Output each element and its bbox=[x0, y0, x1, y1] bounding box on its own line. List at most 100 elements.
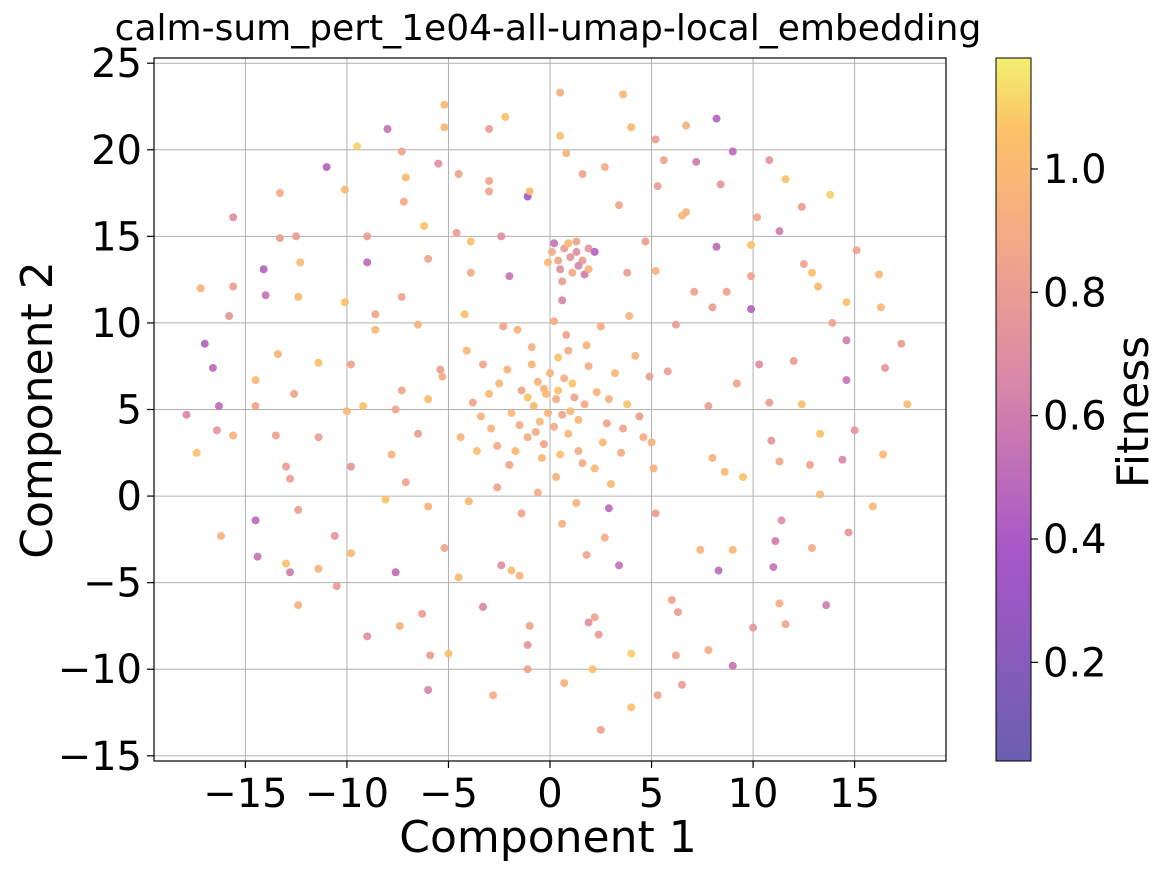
data-point bbox=[584, 618, 593, 627]
data-point bbox=[556, 265, 565, 274]
data-point bbox=[229, 282, 238, 291]
y-tick-label: −5 bbox=[83, 561, 142, 607]
data-point bbox=[346, 549, 355, 558]
data-point bbox=[371, 325, 380, 334]
data-point bbox=[816, 429, 825, 438]
data-point bbox=[251, 402, 260, 411]
data-point bbox=[214, 402, 223, 411]
data-point bbox=[401, 173, 410, 182]
data-point bbox=[566, 407, 575, 416]
data-point bbox=[346, 462, 355, 471]
data-point bbox=[196, 284, 205, 293]
data-point bbox=[294, 601, 303, 610]
data-point bbox=[208, 363, 217, 372]
data-point bbox=[271, 431, 280, 440]
colorbar-label: Fitness bbox=[1108, 336, 1159, 488]
data-point bbox=[468, 398, 477, 407]
data-point bbox=[464, 497, 473, 506]
data-point bbox=[550, 317, 559, 326]
data-point bbox=[560, 679, 569, 688]
data-point bbox=[610, 369, 619, 378]
data-point bbox=[275, 189, 284, 198]
data-point bbox=[667, 595, 676, 604]
x-tick-label: −5 bbox=[419, 771, 478, 817]
data-point bbox=[653, 691, 662, 700]
data-point bbox=[440, 123, 449, 132]
data-point bbox=[728, 545, 737, 554]
data-point bbox=[673, 608, 682, 617]
data-point bbox=[805, 460, 814, 469]
data-point bbox=[282, 559, 290, 568]
data-point bbox=[537, 453, 546, 462]
data-point bbox=[485, 389, 494, 398]
data-point bbox=[340, 185, 349, 194]
data-point bbox=[574, 415, 583, 424]
data-point bbox=[495, 379, 504, 388]
data-point bbox=[478, 360, 487, 369]
x-tick-label: 5 bbox=[639, 771, 664, 817]
data-point bbox=[617, 448, 626, 457]
data-point bbox=[749, 623, 758, 632]
data-point bbox=[525, 621, 534, 630]
grid bbox=[154, 58, 946, 761]
data-point bbox=[842, 336, 851, 345]
data-point bbox=[436, 365, 445, 374]
data-point bbox=[440, 544, 449, 553]
data-point bbox=[639, 433, 648, 442]
data-point bbox=[572, 247, 581, 256]
x-tick-label: −10 bbox=[305, 771, 389, 817]
data-point bbox=[192, 448, 201, 457]
data-point bbox=[588, 665, 597, 674]
data-point bbox=[625, 311, 634, 320]
data-point bbox=[582, 341, 591, 350]
data-point bbox=[548, 247, 557, 256]
colorbar-tick-label: 1.0 bbox=[1043, 147, 1107, 193]
data-point bbox=[525, 187, 534, 196]
data-point bbox=[659, 156, 668, 165]
data-point bbox=[554, 353, 563, 362]
data-point bbox=[712, 242, 721, 251]
data-point bbox=[535, 417, 544, 426]
data-point bbox=[623, 268, 632, 277]
y-tick-label: 15 bbox=[91, 214, 142, 260]
colorbar-ticks: 0.2 0.4 0.6 0.8 1.0 bbox=[1031, 147, 1107, 686]
data-point bbox=[527, 360, 536, 369]
data-point bbox=[497, 232, 506, 241]
data-point bbox=[472, 447, 481, 456]
data-point bbox=[533, 488, 542, 497]
data-point bbox=[781, 620, 790, 629]
data-point bbox=[507, 408, 516, 417]
data-point bbox=[708, 453, 717, 462]
data-point bbox=[418, 609, 427, 618]
data-point bbox=[294, 292, 303, 301]
data-point bbox=[424, 395, 433, 404]
data-point bbox=[292, 232, 301, 241]
data-point bbox=[556, 450, 565, 459]
data-point bbox=[340, 298, 349, 307]
data-point bbox=[572, 237, 581, 246]
data-point bbox=[568, 379, 577, 388]
data-point bbox=[678, 680, 686, 689]
data-point bbox=[493, 483, 502, 492]
data-point bbox=[523, 433, 532, 442]
chart-title: calm-sum_pert_1e04-all-umap-local_embedd… bbox=[115, 8, 982, 49]
data-point bbox=[438, 372, 447, 381]
y-tick-label: 20 bbox=[91, 128, 142, 174]
data-point bbox=[807, 544, 816, 553]
colorbar bbox=[995, 57, 1032, 762]
y-axis-label: Component 2 bbox=[12, 261, 63, 558]
data-point bbox=[704, 646, 713, 655]
data-point bbox=[627, 649, 636, 658]
data-point bbox=[781, 175, 790, 184]
data-point bbox=[533, 377, 542, 386]
data-point bbox=[397, 147, 406, 156]
data-point bbox=[456, 433, 465, 442]
data-point bbox=[359, 402, 368, 411]
data-point bbox=[517, 386, 526, 395]
data-point bbox=[556, 88, 565, 97]
data-point bbox=[286, 568, 295, 577]
data-point bbox=[627, 123, 636, 132]
data-point bbox=[852, 246, 861, 255]
data-point bbox=[641, 237, 650, 246]
data-point bbox=[635, 412, 644, 421]
